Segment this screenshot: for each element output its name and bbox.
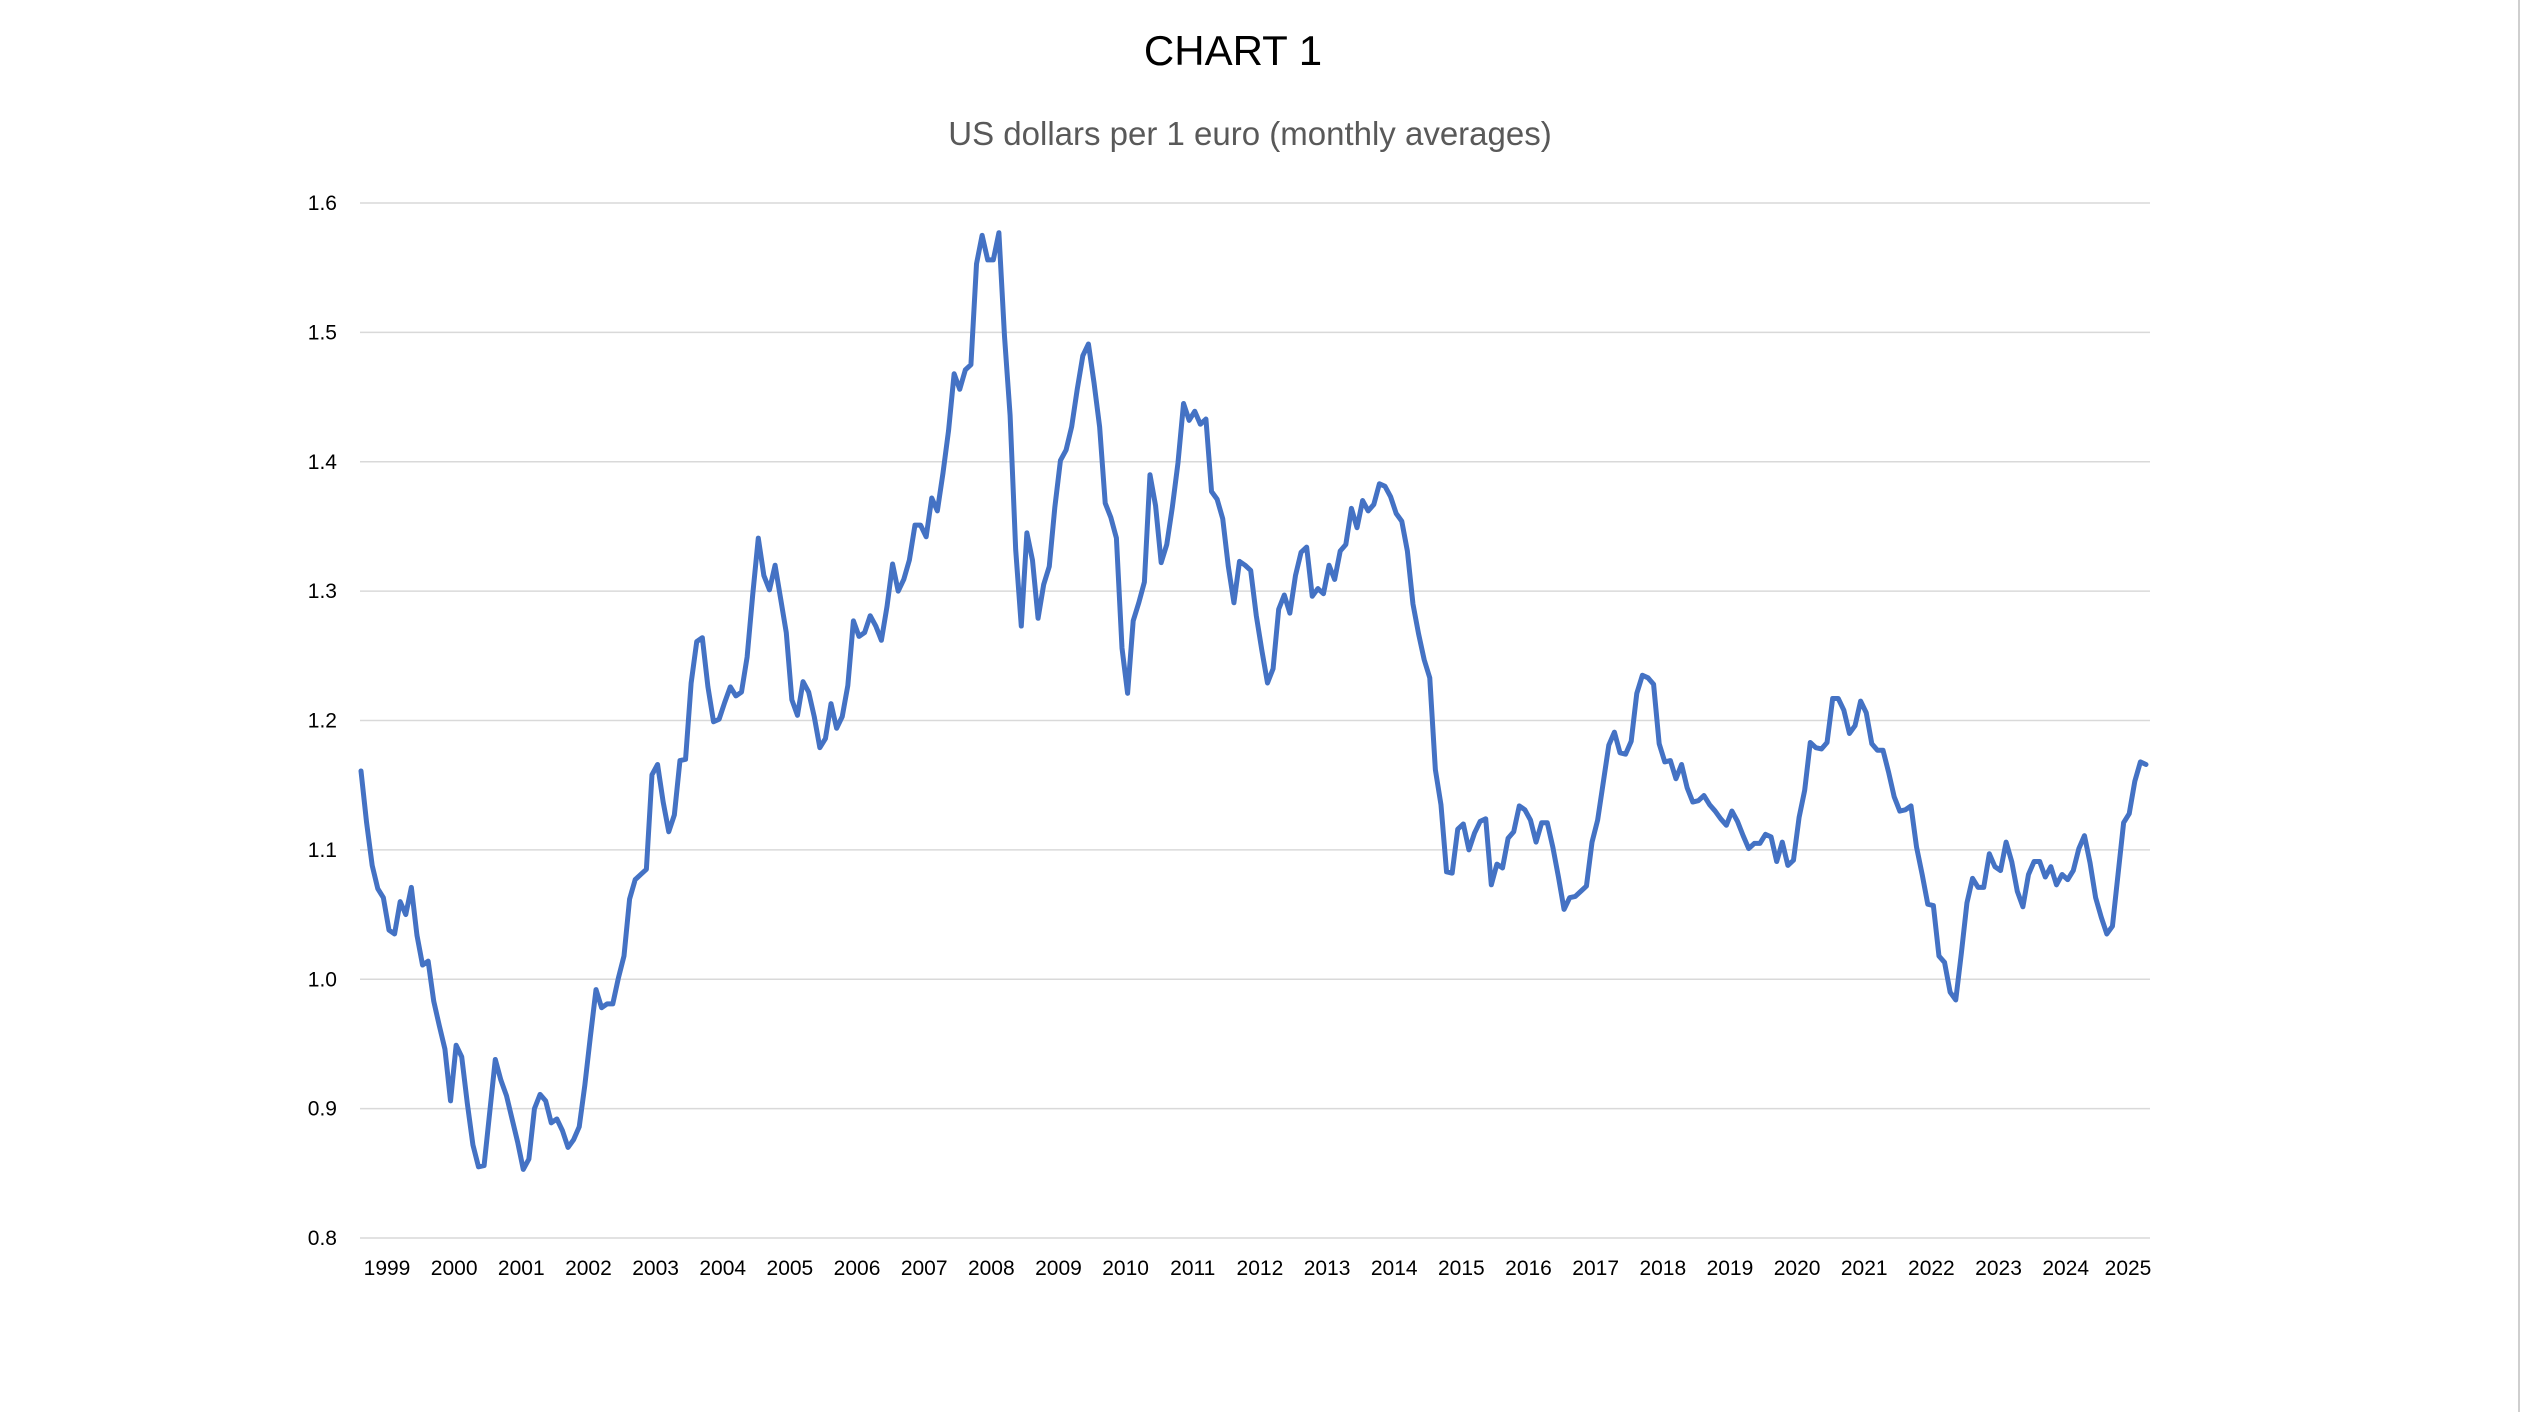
x-tick-label: 2002: [565, 1257, 612, 1280]
x-tick-label: 2004: [699, 1257, 746, 1280]
x-tick-label: 2023: [1975, 1257, 2022, 1280]
y-tick-label: 1.4: [308, 451, 338, 474]
y-axis-tick-labels: 0.8 0.9 1.0 1.1 1.2 1.3 1.4 1.5 1.6: [308, 192, 338, 1250]
x-tick-label: 2005: [767, 1257, 814, 1280]
y-tick-label: 1.6: [308, 192, 337, 215]
x-tick-label: 2014: [1371, 1257, 1418, 1280]
x-tick-label: 2024: [2042, 1257, 2089, 1280]
x-tick-label: 2016: [1505, 1257, 1552, 1280]
y-tick-label: 1.3: [308, 580, 337, 603]
x-tick-label: 2015: [1438, 1257, 1485, 1280]
gridlines: [360, 202, 2150, 1239]
x-tick-label: 2020: [1774, 1257, 1821, 1280]
x-tick-label: 2017: [1572, 1257, 1619, 1280]
x-tick-label: 1999: [364, 1257, 411, 1280]
x-tick-label: 2021: [1841, 1257, 1888, 1280]
x-tick-label: 2001: [498, 1257, 545, 1280]
x-tick-label: 2019: [1707, 1257, 1754, 1280]
y-tick-label: 1.5: [308, 321, 337, 344]
y-tick-label: 1.2: [308, 710, 337, 733]
x-axis-tick-labels: 1999 2000 2001 2002 2003 2004 2005 2006 2007 2008…: [364, 1257, 2152, 1280]
x-tick-label: 2010: [1102, 1257, 1149, 1280]
x-tick-label: 2025: [2105, 1257, 2152, 1280]
x-tick-label: 2008: [968, 1257, 1015, 1280]
x-tick-label: 2003: [632, 1257, 679, 1280]
y-tick-label: 0.8: [308, 1227, 337, 1250]
x-tick-label: 2022: [1908, 1257, 1955, 1280]
x-tick-label: 2018: [1639, 1257, 1686, 1280]
x-tick-label: 2011: [1170, 1257, 1215, 1280]
x-tick-label: 2013: [1304, 1257, 1351, 1280]
chart-title: CHART 1: [1144, 27, 1322, 74]
window-edge-divider: [2518, 0, 2520, 1412]
x-tick-label: 2012: [1237, 1257, 1284, 1280]
y-tick-label: 0.9: [308, 1098, 337, 1121]
y-tick-label: 1.0: [308, 968, 337, 991]
series-layer: [358, 230, 2149, 1172]
x-tick-label: 2007: [901, 1257, 948, 1280]
chart-subtitle: US dollars per 1 euro (monthly averages): [948, 115, 1551, 152]
y-tick-label: 1.1: [308, 839, 337, 862]
series-line-usd-per-eur: [358, 230, 2149, 1172]
x-tick-label: 2009: [1035, 1257, 1082, 1280]
x-tick-label: 2006: [834, 1257, 881, 1280]
x-tick-label: 2000: [431, 1257, 478, 1280]
